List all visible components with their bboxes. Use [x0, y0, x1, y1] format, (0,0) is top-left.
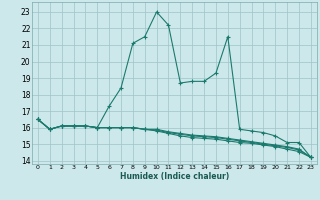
- X-axis label: Humidex (Indice chaleur): Humidex (Indice chaleur): [120, 172, 229, 181]
